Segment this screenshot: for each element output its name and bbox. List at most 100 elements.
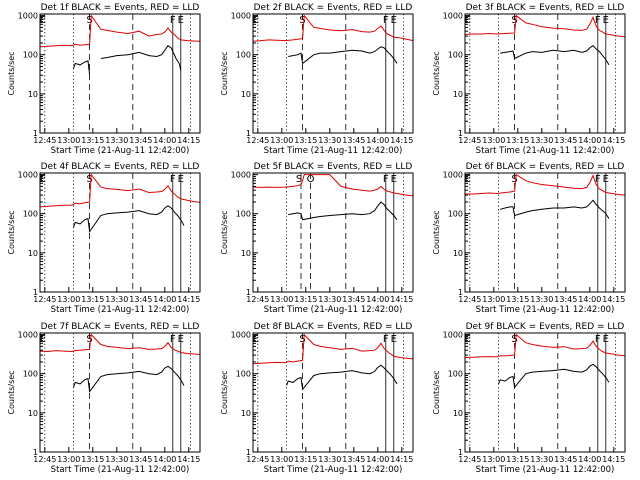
x-tick-label: 14:00 — [153, 295, 176, 304]
y-tick-label: 100 — [23, 370, 38, 379]
marker-label: S — [86, 174, 92, 185]
y-tick-label: 10 — [453, 249, 463, 258]
marker-label: F — [595, 174, 601, 185]
x-axis-label: Start Time (21-Aug-11 12:42:00) — [476, 465, 615, 475]
x-tick-label: 13:45 — [129, 136, 152, 145]
x-axis-label: Start Time (21-Aug-11 12:42:00) — [476, 305, 615, 315]
x-tick-label: 12:45 — [33, 136, 56, 145]
series-events — [500, 45, 610, 66]
x-tick-label: 14:15 — [390, 455, 413, 464]
x-tick-label: 13:00 — [270, 295, 293, 304]
x-tick-label: 13:45 — [554, 136, 577, 145]
y-tick-label: 100 — [23, 51, 38, 60]
x-tick-label: 14:15 — [602, 455, 625, 464]
series-lld — [39, 333, 201, 355]
y-tick-label: 1000 — [231, 171, 251, 180]
x-tick-label: 13:15 — [81, 455, 104, 464]
x-tick-label: 13:15 — [294, 455, 317, 464]
marker-label: E — [40, 15, 46, 26]
x-tick-label: 13:15 — [81, 136, 104, 145]
marker-label: E — [391, 15, 397, 26]
x-tick-label: 13:30 — [530, 136, 553, 145]
x-tick-label: 13:00 — [270, 455, 293, 464]
x-tick-label: 13:15 — [506, 455, 529, 464]
x-tick-label: 13:15 — [294, 136, 317, 145]
x-tick-label: 13:00 — [482, 295, 505, 304]
marker-label: E — [465, 334, 471, 345]
y-tick-label: 100 — [236, 370, 251, 379]
y-axis-label: Counts/sec — [7, 51, 16, 95]
x-axis-label: Start Time (21-Aug-11 12:42:00) — [51, 146, 190, 156]
y-tick-label: 1000 — [231, 12, 251, 21]
y-tick-label: 10 — [28, 90, 38, 99]
marker-label: E — [391, 334, 397, 345]
x-tick-label: 13:30 — [105, 455, 128, 464]
marker-label: F — [383, 174, 389, 185]
y-tick-label: 100 — [236, 51, 251, 60]
marker-label: F — [170, 174, 176, 185]
x-axis-label: Start Time (21-Aug-11 12:42:00) — [264, 305, 403, 315]
x-axis-label: Start Time (21-Aug-11 12:42:00) — [264, 146, 403, 156]
series-events — [73, 365, 185, 393]
panel-title: Det 1f BLACK = Events, RED = LLD — [41, 3, 200, 13]
marker-label: E — [178, 174, 184, 185]
marker-label: F — [383, 334, 389, 345]
panel-title: Det 2f BLACK = Events, RED = LLD — [254, 3, 413, 13]
panel-title: Det 3f BLACK = Events, RED = LLD — [466, 3, 625, 13]
x-tick-label: 13:15 — [506, 295, 529, 304]
plot-frame — [252, 172, 414, 293]
y-tick-label: 1000 — [18, 12, 38, 21]
panel-title: Det 5f BLACK = Events, RED = LLD — [254, 162, 413, 172]
series-lld — [252, 14, 414, 42]
marker-label: E — [465, 174, 471, 185]
x-tick-label: 13:30 — [530, 295, 553, 304]
x-tick-label: 13:45 — [342, 455, 365, 464]
x-tick-label: 13:00 — [270, 136, 293, 145]
series-lld — [252, 333, 414, 365]
marker-label: E — [253, 334, 259, 345]
plot-frame — [464, 13, 626, 134]
x-tick-label: 13:45 — [342, 295, 365, 304]
x-axis-label: Start Time (21-Aug-11 12:42:00) — [51, 465, 190, 475]
x-tick-label: 13:00 — [482, 136, 505, 145]
y-axis-label: Counts/sec — [432, 51, 441, 95]
series-lld — [39, 173, 201, 208]
x-tick-label: 12:45 — [246, 295, 269, 304]
panel-title: Det 6f BLACK = Events, RED = LLD — [466, 162, 625, 172]
y-tick-label: 1000 — [443, 331, 463, 340]
x-tick-label: 13:00 — [482, 455, 505, 464]
marker-label: S — [511, 334, 517, 345]
x-tick-label: 12:45 — [458, 455, 481, 464]
y-tick-label: 1 — [246, 129, 251, 138]
y-tick-label: 100 — [23, 210, 38, 219]
marker-label: F — [170, 15, 176, 26]
panel-title: Det 8f BLACK = Events, RED = LLD — [254, 322, 413, 332]
x-tick-label: 12:45 — [246, 455, 269, 464]
panel-title: Det 7f BLACK = Events, RED = LLD — [41, 322, 200, 332]
marker-label: E — [40, 174, 46, 185]
x-tick-label: 14:15 — [390, 136, 413, 145]
series-events — [73, 45, 182, 76]
x-tick-label: 13:45 — [554, 295, 577, 304]
x-tick-label: 13:30 — [318, 455, 341, 464]
y-axis-label: Counts/sec — [220, 370, 229, 414]
marker-label: F — [170, 334, 176, 345]
x-tick-label: 14:00 — [153, 455, 176, 464]
marker-label: S — [86, 15, 92, 26]
x-axis-label: Start Time (21-Aug-11 12:42:00) — [476, 146, 615, 156]
panel-5: Det 5f BLACK = Events, RED = LLD S O F E 1 10 1… — [220, 162, 414, 315]
y-tick-label: 10 — [453, 90, 463, 99]
marker-label: E — [465, 15, 471, 26]
marker-label: E — [603, 174, 609, 185]
x-tick-label: 14:00 — [366, 295, 389, 304]
x-tick-label: 12:45 — [246, 136, 269, 145]
marker-label: E — [178, 334, 184, 345]
x-tick-label: 12:45 — [458, 295, 481, 304]
y-tick-label: 10 — [28, 249, 38, 258]
